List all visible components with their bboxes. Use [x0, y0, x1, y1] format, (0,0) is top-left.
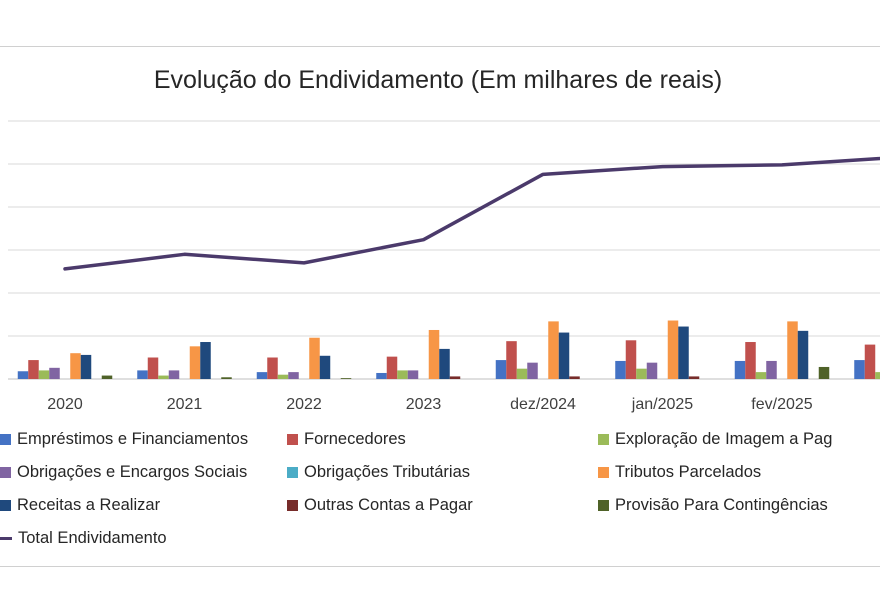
legend-key — [0, 466, 11, 478]
bar — [407, 370, 419, 379]
legend-key — [0, 433, 11, 445]
bar — [101, 375, 113, 379]
bar — [439, 348, 450, 379]
x-tick-label: 2021 — [167, 396, 203, 413]
legend-label: Provisão Para Contingências — [615, 495, 828, 514]
bar — [875, 372, 880, 379]
bar — [864, 344, 876, 379]
legend-item: Tributos Parcelados — [598, 459, 761, 485]
bar — [678, 326, 689, 379]
bar — [340, 378, 352, 379]
bar — [319, 355, 331, 379]
legend-item: Obrigações Tributárias — [287, 459, 470, 485]
bar — [615, 360, 626, 379]
bar — [288, 372, 299, 379]
bar — [277, 374, 289, 379]
bar — [168, 370, 180, 379]
bar — [200, 342, 211, 379]
chart-top-border — [0, 46, 880, 47]
bar — [787, 321, 798, 379]
bar — [147, 357, 159, 379]
legend-label: Obrigações e Encargos Sociais — [17, 462, 248, 481]
bar — [797, 330, 809, 379]
legend-item: Total Endividamento — [0, 525, 167, 551]
legend-item: Empréstimos e Financiamentos — [0, 426, 248, 452]
bar — [376, 372, 387, 379]
bar — [80, 354, 92, 379]
bar — [548, 321, 559, 379]
bar — [221, 377, 232, 379]
legend-item: Exploração de Imagem a Pag — [598, 426, 832, 452]
legend-key — [598, 433, 609, 445]
x-tick-label: 2023 — [406, 396, 442, 413]
bar — [309, 337, 320, 379]
bar — [688, 376, 700, 379]
bar — [636, 368, 647, 379]
bar — [745, 342, 756, 379]
bar — [189, 346, 201, 379]
bar — [818, 366, 830, 379]
x-tick-label: 2022 — [286, 396, 322, 413]
bar — [506, 341, 517, 379]
legend-label: Obrigações Tributárias — [304, 462, 470, 481]
bar — [667, 320, 679, 379]
legend-key — [598, 466, 609, 478]
legend-item: Provisão Para Contingências — [598, 492, 828, 518]
bar — [397, 370, 408, 379]
bar — [28, 360, 39, 379]
legend-item: Outras Contas a Pagar — [287, 492, 473, 518]
x-tick-label: jan/2025 — [631, 396, 693, 413]
legend-item: Fornecedores — [287, 426, 406, 452]
bar — [755, 372, 767, 379]
bar — [256, 372, 268, 379]
chart-bottom-border — [0, 566, 880, 567]
series-line — [63, 156, 880, 271]
chart-legend: Empréstimos e Financiamentos Fornecedores… — [0, 426, 880, 566]
bar — [158, 375, 169, 379]
bar — [558, 332, 570, 379]
legend-label: Receitas a Realizar — [17, 495, 161, 514]
bar — [137, 370, 148, 379]
legend-key — [0, 536, 12, 540]
plot-area: 2020 2021 2022 2023 dez/2024 jan/2025 fev/2025… — [8, 120, 880, 413]
legend-label: Fornecedores — [304, 429, 406, 448]
bar — [267, 357, 278, 379]
legend-key — [0, 499, 11, 511]
legend-key — [287, 499, 298, 511]
bar — [625, 340, 637, 379]
legend-label: Outras Contas a Pagar — [304, 495, 473, 514]
bar — [38, 370, 50, 379]
bar — [854, 360, 865, 379]
legend-label: Empréstimos e Financiamentos — [17, 429, 249, 448]
bar — [386, 356, 398, 379]
legend-label: Total Endividamento — [18, 528, 167, 547]
bar — [49, 367, 60, 379]
bar — [17, 371, 29, 379]
bar — [495, 360, 507, 379]
bar — [70, 353, 81, 379]
bar — [516, 368, 528, 379]
chart-title: Evolução do Endividamento (Em milhares d… — [153, 66, 723, 94]
x-tick-label: fev/2025 — [751, 396, 812, 413]
x-tick-label: dez/2024 — [510, 396, 576, 413]
bar — [449, 376, 461, 379]
bar — [646, 362, 658, 379]
bar — [569, 376, 580, 379]
legend-key — [287, 466, 298, 478]
bar — [766, 360, 777, 379]
bar — [734, 360, 746, 379]
legend-item: Receitas a Realizar — [0, 492, 160, 518]
legend-key — [598, 499, 609, 511]
x-tick-label: 2020 — [47, 396, 83, 413]
bar — [527, 362, 538, 379]
legend-item: Obrigações e Encargos Sociais — [0, 459, 247, 485]
legend-label: Tributos Parcelados — [615, 462, 762, 481]
legend-label: Exploração de Imagem a Pag — [615, 429, 833, 448]
bar — [428, 329, 440, 379]
legend-key — [287, 433, 298, 445]
